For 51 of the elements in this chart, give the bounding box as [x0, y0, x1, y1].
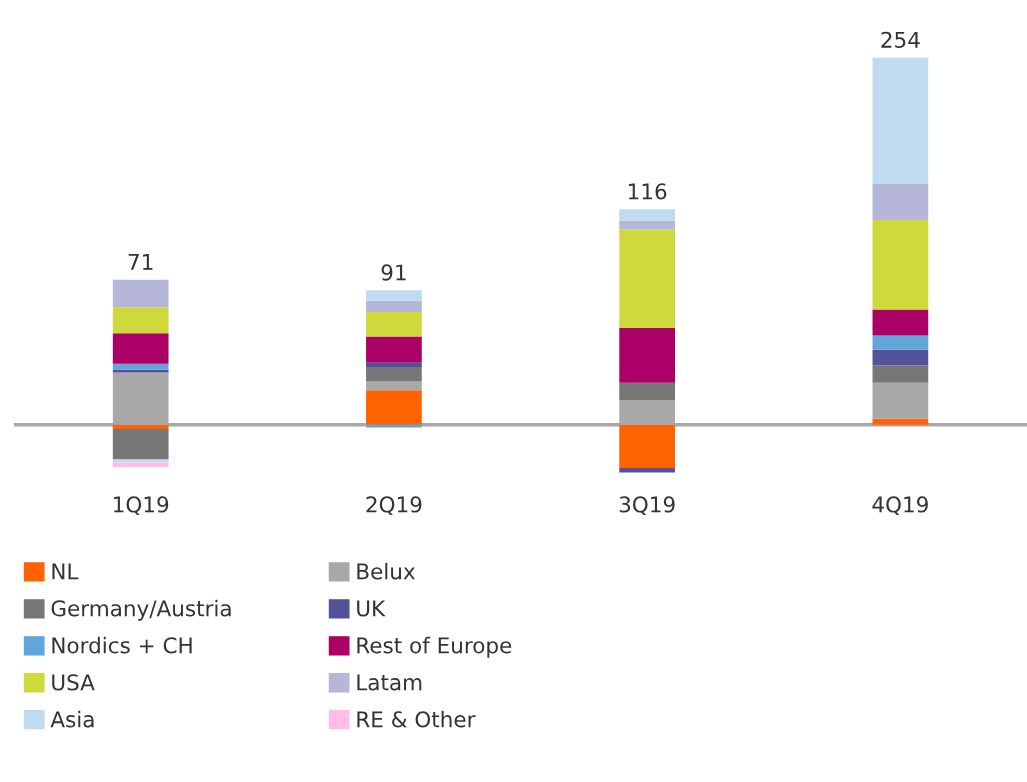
bar — [112, 333, 169, 364]
bar — [366, 362, 422, 368]
bar — [112, 363, 169, 370]
bar — [366, 424, 422, 428]
bar — [872, 349, 929, 366]
bar — [619, 424, 676, 468]
bar — [619, 382, 676, 401]
bar — [112, 424, 169, 430]
bar — [112, 279, 169, 308]
annotation: 254 — [881, 31, 920, 48]
legend-label: USA — [52, 674, 95, 691]
bar — [112, 307, 169, 334]
bar — [366, 367, 422, 382]
bar — [112, 369, 169, 373]
x-tick-label: 4Q19 — [872, 496, 928, 516]
bar — [872, 418, 929, 425]
bar — [366, 336, 422, 363]
legend-label: RE & Other — [357, 710, 476, 728]
bar — [619, 327, 676, 383]
bar — [872, 382, 929, 419]
bar — [872, 365, 929, 383]
legend-label: Latam — [357, 674, 422, 691]
annotation: 91 — [381, 264, 406, 281]
bar — [366, 381, 422, 391]
bar — [112, 462, 169, 467]
bar — [872, 219, 929, 310]
annotation: 71 — [128, 253, 153, 270]
legend-label: Nordics + CH — [52, 636, 192, 654]
bar — [619, 229, 676, 328]
bar — [366, 312, 422, 337]
legend-label: Germany/Austria — [51, 599, 231, 621]
bar — [872, 57, 929, 184]
legend-label: NL — [52, 563, 79, 580]
annotation: 116 — [628, 183, 667, 200]
bar — [619, 209, 676, 221]
legend-label: Rest of Europe — [357, 636, 512, 658]
x-tick-label: 3Q19 — [619, 496, 675, 516]
legend-label: UK — [357, 600, 386, 617]
bar — [112, 429, 169, 460]
bar — [366, 300, 422, 313]
x-tick-label: 1Q19 — [114, 496, 169, 516]
bar — [619, 467, 676, 473]
legend-label: Asia — [50, 710, 94, 728]
bar — [366, 390, 422, 425]
bar — [872, 309, 929, 336]
bar — [872, 183, 929, 220]
legend-label: Belux — [357, 562, 415, 580]
bar — [872, 335, 929, 350]
x-tick-label: 2Q19 — [366, 496, 422, 516]
bar — [619, 220, 676, 230]
bar — [366, 290, 422, 301]
